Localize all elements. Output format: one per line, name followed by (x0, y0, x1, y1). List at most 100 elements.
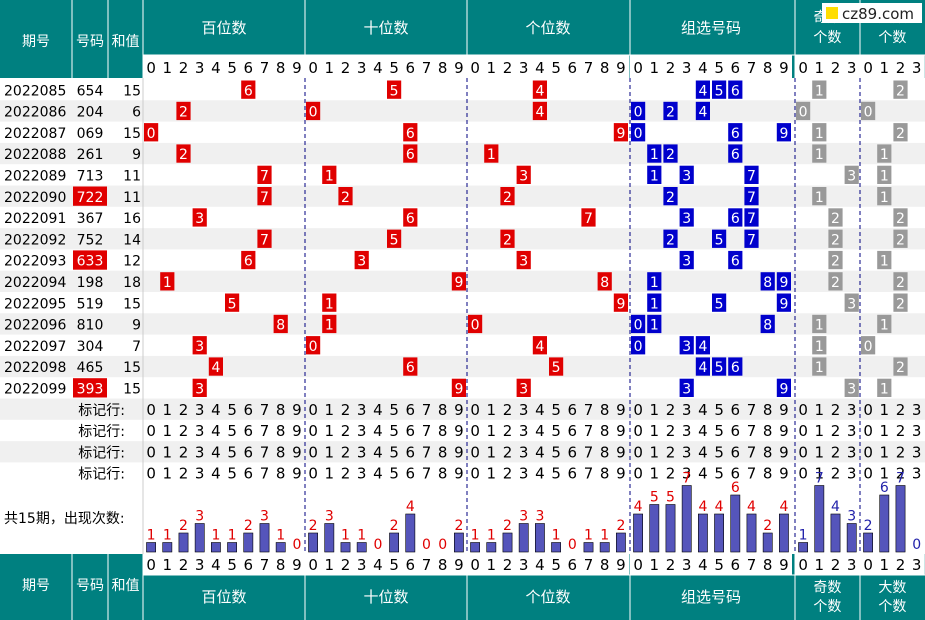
mark-row-label: 标记行: (78, 424, 125, 440)
count-bar-units-5 (551, 542, 561, 553)
header-digit-hundreds-0: 0 (146, 59, 156, 77)
mark-digit: 8 (276, 422, 286, 440)
mark-digit: 9 (616, 401, 626, 419)
group-ball (647, 144, 662, 163)
count-value-odd-0: 1 (799, 528, 808, 544)
count-bar-odd-2 (830, 513, 841, 553)
header-digit-big-1: 1 (880, 59, 890, 77)
count-value-tens-9: 2 (454, 518, 463, 534)
count-bar-group-5 (714, 513, 724, 553)
mark-digit: 1 (487, 443, 497, 461)
mark-digit: 3 (195, 443, 205, 461)
mark-digit: 6 (406, 443, 416, 461)
count-bar-group-1 (649, 504, 660, 553)
group-ball (679, 378, 694, 397)
footer-digit-group-8: 8 (763, 556, 773, 574)
big-label: 2 (896, 275, 905, 291)
header-digit-odd-1: 1 (815, 59, 825, 77)
header-digit-tens-4: 4 (373, 59, 383, 77)
footer-digit-group-7: 7 (747, 556, 757, 574)
count-value-tens-8: 0 (438, 537, 447, 553)
tens-ball (322, 314, 337, 334)
group-label: 2 (666, 105, 675, 121)
header-digit-group-8: 8 (763, 59, 773, 77)
group-label: 5 (715, 360, 724, 376)
mark-digit: 9 (292, 401, 302, 419)
mark-digit: 9 (292, 422, 302, 440)
big-ball (877, 165, 892, 184)
mark-digit: 6 (568, 443, 578, 461)
count-bar-group-7 (746, 513, 757, 553)
count-value-hundreds-7: 3 (260, 509, 269, 525)
row-period: 2022094 (4, 275, 66, 291)
odd-ball (844, 378, 859, 397)
group-ball (728, 208, 743, 227)
mark-digit: 7 (747, 422, 757, 440)
mark-digit: 6 (244, 443, 254, 461)
mark-digit: 7 (422, 443, 432, 461)
group-ball (728, 250, 743, 270)
row-number: 752 (77, 232, 104, 248)
odd-ball (812, 144, 827, 163)
mark-digit: 9 (779, 443, 789, 461)
mark-digit: 5 (389, 401, 399, 419)
mark-digit: 5 (551, 401, 561, 419)
units-ball (468, 314, 483, 334)
mark-digit: 9 (454, 401, 464, 419)
mark-digit: 9 (292, 465, 302, 483)
hundreds-label: 8 (276, 318, 285, 334)
footer-digit-units-0: 0 (470, 556, 480, 574)
footer-digit-odd-2: 2 (831, 556, 841, 574)
units-label: 4 (535, 83, 544, 99)
header-digit-odd-0: 0 (798, 59, 808, 77)
mark-digit: 8 (763, 422, 773, 440)
row-period: 2022087 (4, 126, 66, 142)
count-bar-units-8 (599, 542, 610, 553)
footer-digit-row-hundreds (143, 554, 305, 575)
count-value-tens-3: 1 (357, 528, 366, 544)
header-digit-hundreds-8: 8 (276, 59, 286, 77)
footer-digit-group-1: 1 (650, 556, 660, 574)
mark-digit: 0 (798, 422, 808, 440)
tens-ball (451, 378, 466, 397)
hundreds-ball (225, 293, 240, 312)
count-value-units-8: 1 (600, 528, 609, 544)
mark-digit: 2 (341, 443, 351, 461)
row-sum: 11 (123, 190, 141, 206)
row-bg-alt (0, 313, 925, 335)
hundreds-ball (273, 314, 288, 334)
row-period: 2022096 (4, 318, 66, 334)
row-number: 367 (77, 211, 104, 227)
big-ball (893, 357, 908, 376)
header-digit-tens-5: 5 (389, 59, 399, 77)
row-period: 2022093 (4, 254, 66, 270)
tens-ball (354, 250, 369, 270)
group-ball (776, 123, 791, 142)
mark-digit: 4 (211, 443, 221, 461)
mark-digit: 0 (633, 401, 643, 419)
mark-digit: 1 (815, 422, 825, 440)
mark-digit: 7 (747, 443, 757, 461)
mark-digit: 5 (714, 401, 724, 419)
header-digit-group-4: 4 (698, 59, 708, 77)
mark-digit: 1 (815, 443, 825, 461)
mark-digit: 3 (847, 422, 857, 440)
header-digit-row-group (630, 55, 792, 78)
big-ball (893, 80, 908, 99)
mark-digit: 6 (731, 401, 741, 419)
header-digit-hundreds-3: 3 (195, 59, 205, 77)
mark-digit: 8 (600, 443, 610, 461)
mark-digit: 0 (308, 465, 318, 483)
header-digit-row-hundreds (143, 55, 305, 78)
odd-label: 1 (815, 83, 824, 99)
group-label: 1 (650, 275, 659, 291)
row-bg-alt (0, 100, 925, 122)
mark-digit: 1 (325, 465, 335, 483)
mark-digit: 3 (682, 422, 692, 440)
mark-row-label: 标记行: (78, 467, 125, 483)
units-ball (516, 378, 531, 397)
units-ball (613, 123, 628, 142)
group-label: 7 (747, 232, 756, 248)
hundreds-label: 6 (244, 254, 253, 270)
